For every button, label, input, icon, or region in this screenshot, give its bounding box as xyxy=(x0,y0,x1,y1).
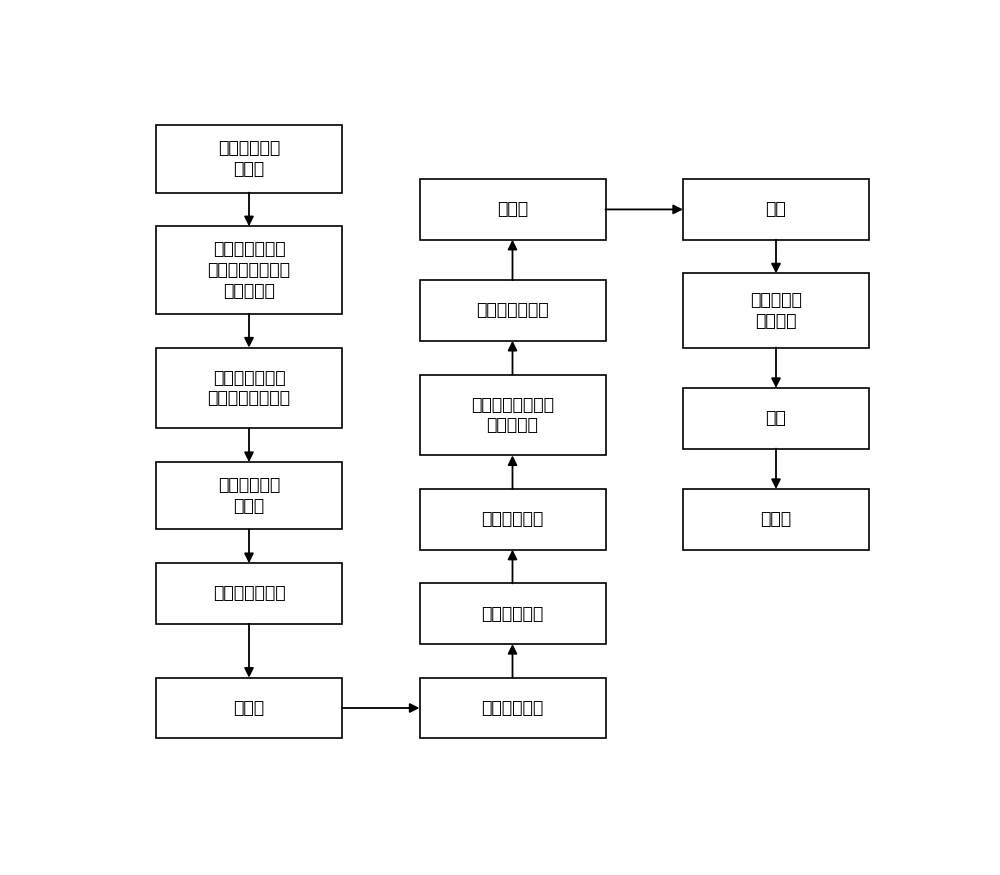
Bar xyxy=(683,179,869,240)
Text: 管芯与硅片
对准键合: 管芯与硅片 对准键合 xyxy=(750,291,802,330)
Bar xyxy=(156,347,342,429)
Text: 载片临时键合: 载片临时键合 xyxy=(481,605,544,623)
Bar xyxy=(156,227,342,314)
Bar xyxy=(420,677,606,738)
Text: 解键合: 解键合 xyxy=(760,510,792,528)
Bar xyxy=(420,280,606,340)
Text: 电镀铜: 电镀铜 xyxy=(233,699,265,717)
Text: 划片: 划片 xyxy=(766,410,786,427)
Text: 淀积绝缘层，并
去除孔底部绝缘层: 淀积绝缘层，并 去除孔底部绝缘层 xyxy=(208,368,290,408)
Bar xyxy=(156,462,342,529)
Bar xyxy=(420,584,606,644)
Text: 划片: 划片 xyxy=(766,200,786,219)
Text: 电镀铜: 电镀铜 xyxy=(497,200,528,219)
Text: 光刻出电镀区域: 光刻出电镀区域 xyxy=(213,584,285,603)
Bar xyxy=(420,489,606,550)
Text: 化学机械研磨: 化学机械研磨 xyxy=(481,699,544,717)
Text: 淀积阻挡层及
种子层: 淀积阻挡层及 种子层 xyxy=(218,476,280,515)
Bar xyxy=(420,179,606,240)
Text: 淀积二氧化硅
及光刻: 淀积二氧化硅 及光刻 xyxy=(218,139,280,178)
Text: 淀积绝缘层，阻挡
层及种子层: 淀积绝缘层，阻挡 层及种子层 xyxy=(471,396,554,434)
Bar xyxy=(420,374,606,455)
Text: 刻蚀二氧化硅层
及硅衬底，并去除
二氧化硅层: 刻蚀二氧化硅层 及硅衬底，并去除 二氧化硅层 xyxy=(208,241,290,300)
Bar xyxy=(156,125,342,192)
Bar xyxy=(156,564,342,624)
Bar xyxy=(156,677,342,738)
Bar xyxy=(683,274,869,347)
Bar xyxy=(683,489,869,550)
Bar xyxy=(683,388,869,449)
Text: 硅片背面减薄: 硅片背面减薄 xyxy=(481,510,544,528)
Text: 光刻出电镀区域: 光刻出电镀区域 xyxy=(476,302,549,319)
